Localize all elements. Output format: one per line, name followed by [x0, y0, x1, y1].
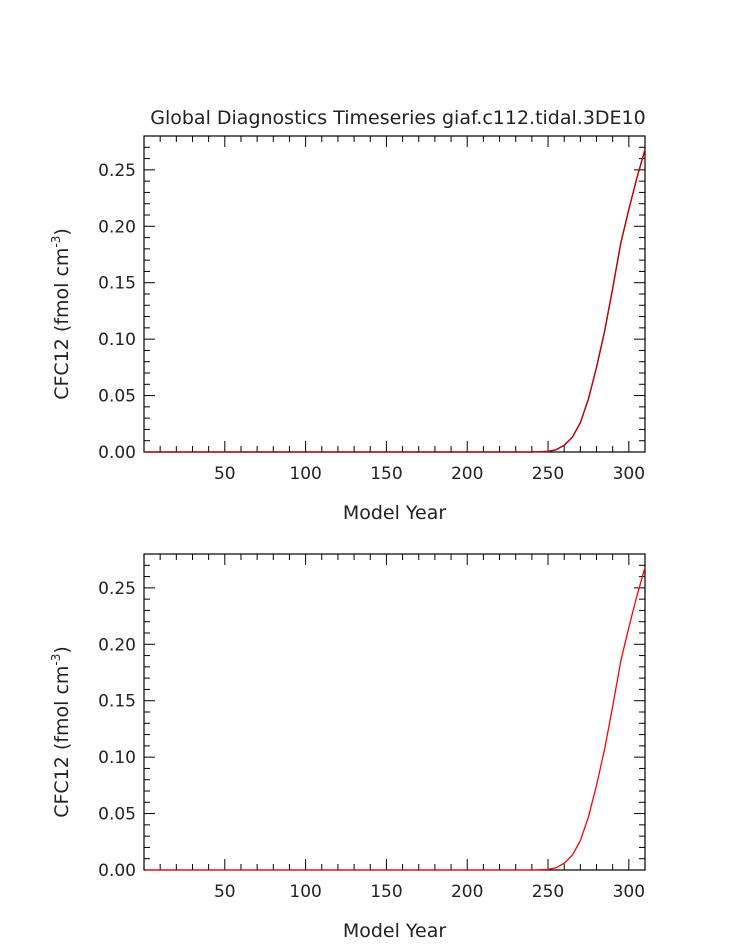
top-y-tick-label: 0.20: [98, 217, 136, 237]
bottom-x-tick-label: 50: [214, 882, 236, 902]
top-x-tick-label: 200: [451, 464, 483, 484]
top-x-tick-label: 150: [370, 464, 402, 484]
top-series-line-1: [145, 149, 646, 453]
bottom-y-tick-label: 0.00: [98, 861, 136, 881]
top-series-line-2: [145, 149, 646, 453]
chart-title: Global Diagnostics Timeseries giaf.c112.…: [150, 107, 645, 129]
top-y-tick-label: 0.15: [98, 274, 136, 294]
top-x-tick-label: 250: [532, 464, 564, 484]
top-y-tick-label: 0.25: [98, 161, 136, 181]
top-y-axis-label: CFC12 (fmol cm-3): [49, 228, 73, 400]
top-y-tick-label: 0.10: [98, 330, 136, 350]
bottom-y-tick-label: 0.05: [98, 805, 136, 825]
bottom-y-axis-label: CFC12 (fmol cm-3): [49, 646, 73, 818]
top-x-tick-label: 300: [613, 464, 645, 484]
bottom-plot-frame: [143, 553, 646, 871]
bottom-y-tick-label: 0.15: [98, 692, 136, 712]
bottom-x-axis-label: Model Year: [343, 920, 447, 942]
bottom-x-tick-label: 300: [613, 882, 645, 902]
bottom-x-tick-label: 250: [532, 882, 564, 902]
bottom-y-tick-label: 0.25: [98, 579, 136, 599]
top-plot-frame: [143, 135, 646, 453]
top-y-tick-label: 0.00: [98, 443, 136, 463]
bottom-x-tick-label: 150: [370, 882, 402, 902]
top-x-tick-label: 100: [289, 464, 321, 484]
bottom-chart-panel: 50 100 150 200 250 300 0.00 0.05 0.10 0.15 0.20 0.2…: [49, 553, 646, 942]
top-chart-panel: 50 100 150 200 250 300 0.00 0.05 0.10 0.15 0.20 0.2…: [49, 135, 646, 524]
top-x-tick-label: 50: [214, 464, 236, 484]
bottom-x-tick-label: 200: [451, 882, 483, 902]
bottom-y-tick-label: 0.20: [98, 635, 136, 655]
bottom-x-tick-label: 100: [289, 882, 321, 902]
top-y-tick-label: 0.05: [98, 387, 136, 407]
top-x-axis-label: Model Year: [343, 502, 447, 524]
bottom-series-line-1: [145, 567, 646, 871]
bottom-y-tick-label: 0.10: [98, 748, 136, 768]
